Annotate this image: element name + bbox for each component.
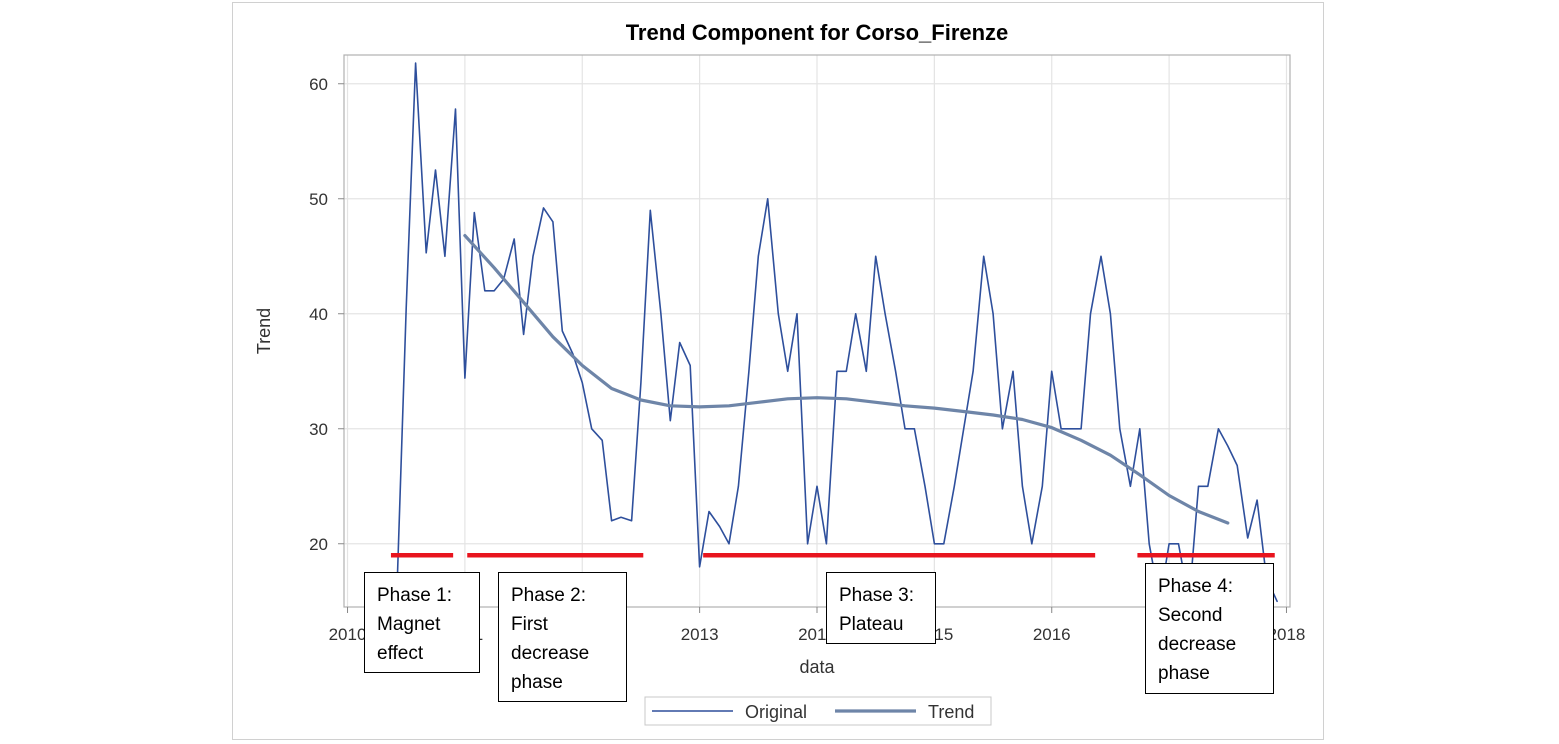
x-tick-label: 2016 xyxy=(1033,625,1071,644)
y-tick-label: 20 xyxy=(309,535,328,554)
legend-trend-label: Trend xyxy=(928,702,974,722)
y-tick-label: 40 xyxy=(309,305,328,324)
phase-2-annotation: Phase 2: First decrease phase xyxy=(498,572,627,702)
phase-3-annotation: Phase 3: Plateau xyxy=(826,572,936,644)
trend-series-line xyxy=(463,234,1230,525)
y-tick-label: 60 xyxy=(309,75,328,94)
y-tick-label: 30 xyxy=(309,420,328,439)
phase-1-annotation: Phase 1: Magnet effect xyxy=(364,572,480,673)
series-group xyxy=(395,62,1278,603)
y-tick-label: 50 xyxy=(309,190,328,209)
x-tick-label: 2013 xyxy=(681,625,719,644)
x-tick-label: 2010 xyxy=(329,625,367,644)
x-axis-label: data xyxy=(799,657,835,677)
chart-title: Trend Component for Corso_Firenze xyxy=(626,20,1009,45)
x-tick-label: 2018 xyxy=(1268,625,1306,644)
y-axis-label: Trend xyxy=(254,308,274,354)
legend-original-label: Original xyxy=(745,702,807,722)
original-series-line xyxy=(395,62,1278,603)
phase-4-annotation: Phase 4: Second decrease phase xyxy=(1145,563,1274,694)
